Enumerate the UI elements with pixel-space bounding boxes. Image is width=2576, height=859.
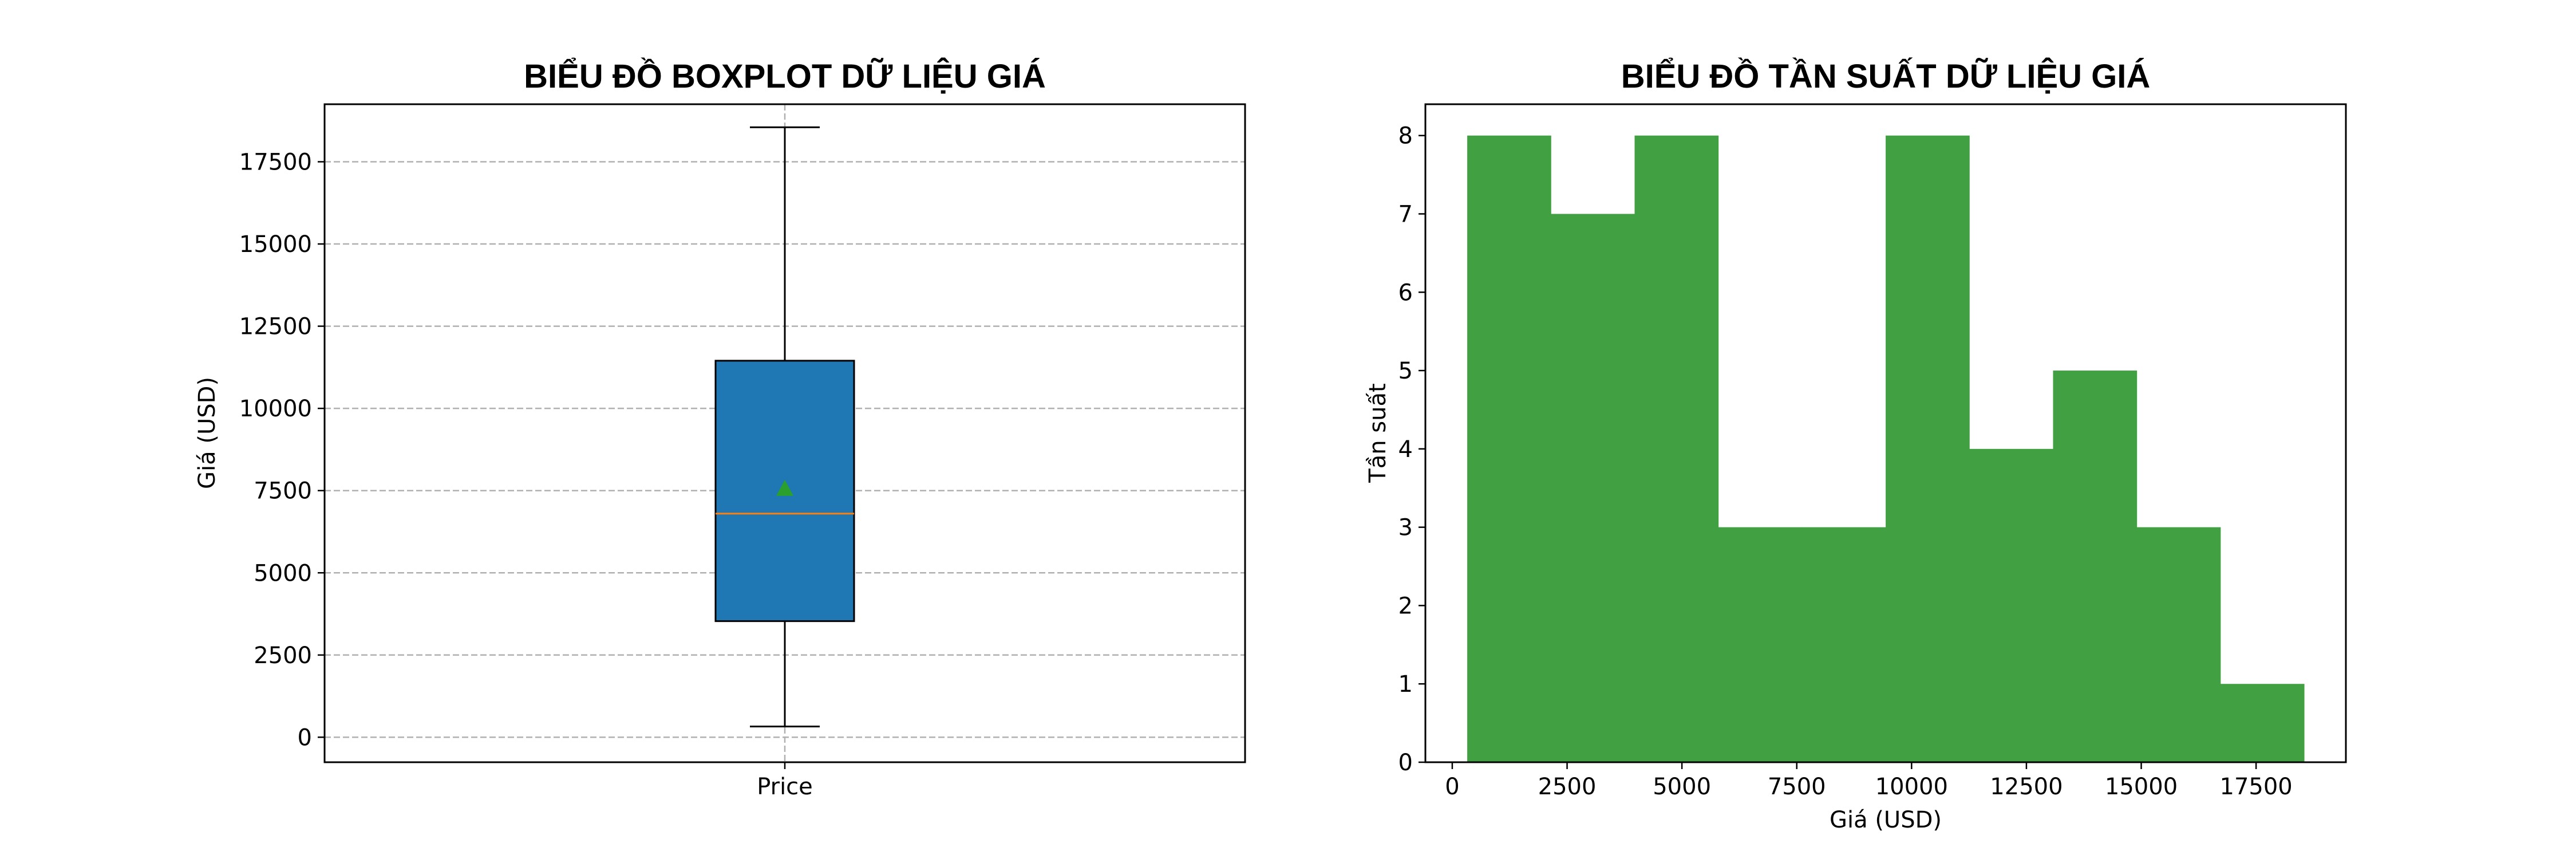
boxplot-y-tick-label: 15000 — [239, 231, 312, 258]
histogram-x-tick-label: 10000 — [1875, 774, 1948, 800]
histogram-title: BIỂU ĐỒ TẦN SUẤT DỮ LIỆU GIÁ — [1621, 58, 2151, 95]
histogram-bar — [1467, 135, 1551, 763]
boxplot-box-group — [714, 126, 855, 728]
histogram-bar — [2053, 371, 2138, 762]
boxplot-y-tick-label: 7500 — [254, 478, 312, 505]
boxplot-y-tick-label: 12500 — [239, 314, 312, 340]
boxplot-panel: BIỂU ĐỒ BOXPLOT DỮ LIỆU GIÁ 0 2500 5000 750… — [194, 58, 1246, 800]
boxplot-y-tick-label: 17500 — [239, 149, 312, 175]
boxplot-y-tick-label: 2500 — [254, 643, 312, 669]
histogram-bar — [2136, 527, 2221, 762]
histogram-bar — [1718, 527, 1803, 762]
boxplot-x-tick-label: Price — [757, 774, 813, 800]
boxplot-mean-marker — [776, 479, 793, 496]
histogram-x-tick-label: 7500 — [1768, 774, 1826, 800]
histogram-x-tick-label: 17500 — [2220, 774, 2293, 800]
histogram-bar — [1969, 448, 2053, 762]
histogram-y-tick-label: 3 — [1398, 515, 1413, 541]
boxplot-title: BIỂU ĐỒ BOXPLOT DỮ LIỆU GIÁ — [524, 58, 1046, 95]
histogram-y-tick-label: 6 — [1398, 279, 1413, 306]
histogram-y-tick-label: 2 — [1398, 593, 1413, 619]
histogram-bars — [1467, 135, 2305, 763]
histogram-y-tick-label: 8 — [1398, 123, 1413, 149]
histogram-y-tick-label: 4 — [1398, 436, 1413, 463]
boxplot-y-ticks: 0 2500 5000 7500 10000 12500 15000 17500 — [239, 149, 325, 751]
histogram-y-ticks: 0 1 2 3 4 5 6 7 8 — [1398, 123, 1425, 776]
histogram-y-tick-label: 0 — [1398, 750, 1413, 776]
boxplot-y-tick-label: 10000 — [239, 396, 312, 422]
histogram-axes-frame — [1424, 103, 2347, 763]
histogram-bar — [2220, 684, 2305, 762]
histogram-panel: BIỂU ĐỒ TẦN SUẤT DỮ LIỆU GIÁ 0 1 2 3 4 5 6 7 8 0… — [1365, 58, 2347, 833]
boxplot-x-ticks: Price — [757, 762, 813, 800]
histogram-bar — [1801, 527, 1886, 762]
boxplot-y-tick-label: 0 — [298, 724, 312, 751]
boxplot-y-axis-label: Giá (USD) — [194, 377, 220, 489]
histogram-y-tick-label: 7 — [1398, 202, 1413, 228]
histogram-x-axis-label: Giá (USD) — [1830, 807, 1942, 833]
histogram-x-ticks: 0 2500 5000 7500 10000 12500 15000 17500 — [1445, 762, 2293, 800]
histogram-x-tick-label: 15000 — [2105, 774, 2178, 800]
histogram-x-tick-label: 2500 — [1538, 774, 1597, 800]
boxplot-y-tick-label: 5000 — [254, 560, 312, 586]
histogram-y-axis-label: Tần suất — [1365, 383, 1391, 483]
histogram-bar — [1551, 214, 1635, 762]
histogram-x-tick-label: 12500 — [1990, 774, 2063, 800]
histogram-bar — [1886, 135, 1970, 763]
histogram-y-tick-label: 5 — [1398, 358, 1413, 384]
histogram-x-tick-label: 0 — [1445, 774, 1459, 800]
histogram-y-tick-label: 1 — [1398, 671, 1413, 698]
histogram-bar — [1634, 135, 1719, 763]
histogram-x-tick-label: 5000 — [1653, 774, 1711, 800]
